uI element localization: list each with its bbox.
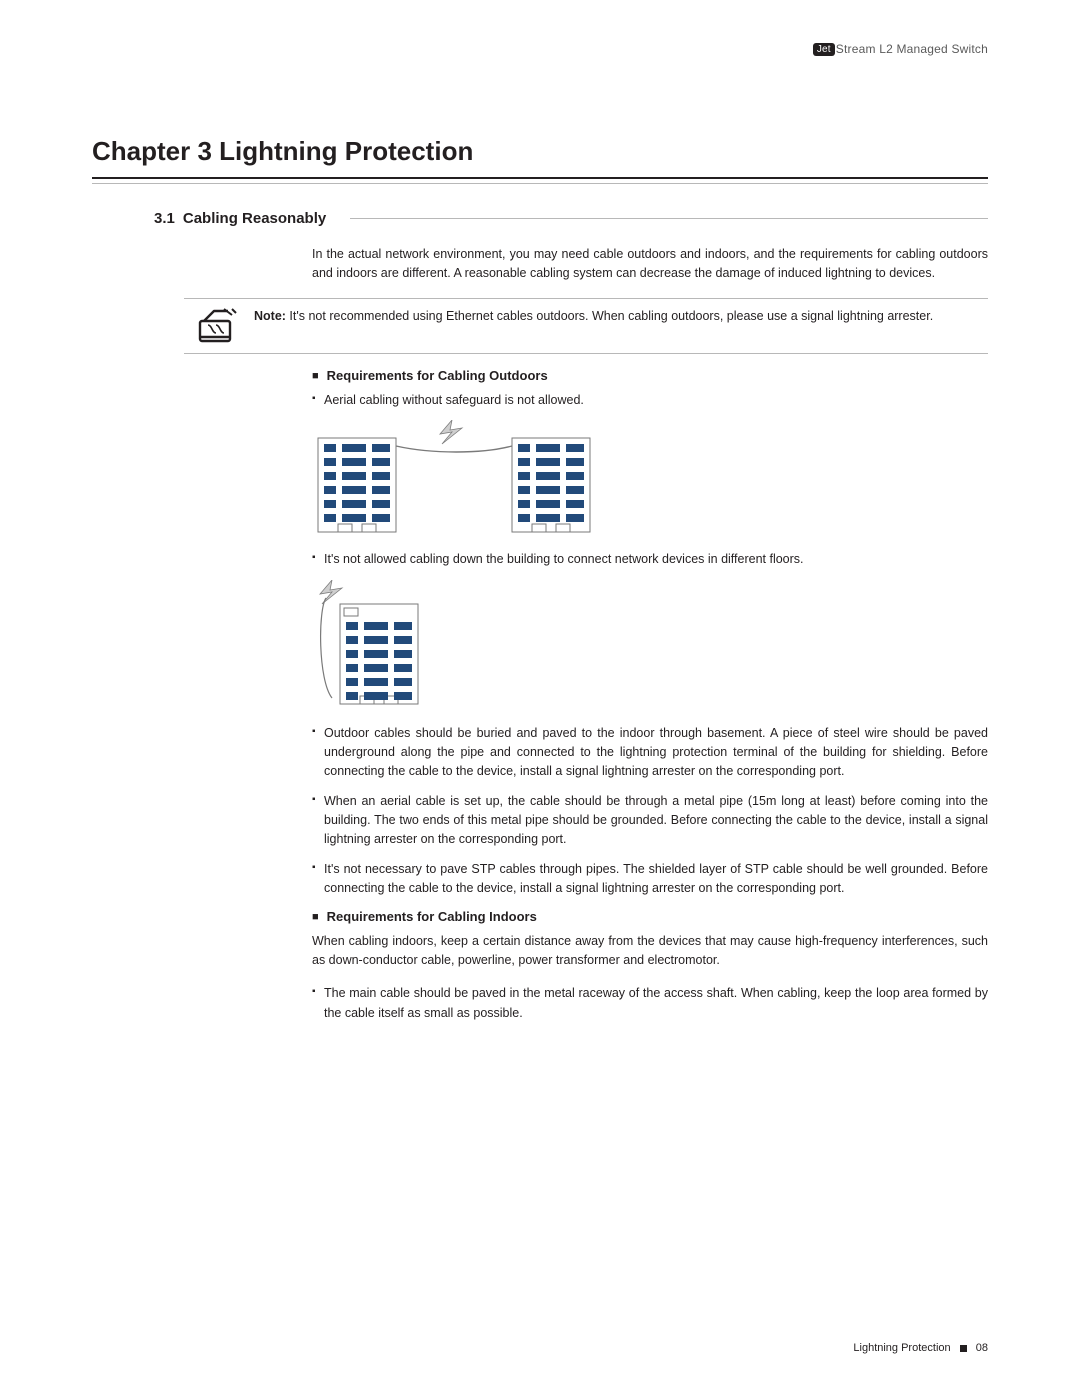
section-rule [350, 218, 988, 219]
note-icon [184, 307, 248, 345]
figure-aerial-cabling [312, 420, 988, 538]
figure-vertical-cabling [312, 580, 988, 712]
footer-page-number: 08 [976, 1342, 988, 1354]
outdoors-bullet-3: Outdoor cables should be buried and pave… [312, 724, 988, 782]
indoors-heading: Requirements for Cabling Indoors [312, 909, 988, 924]
footer-section: Lightning Protection [853, 1342, 950, 1354]
outdoors-heading: Requirements for Cabling Outdoors [312, 368, 988, 383]
chapter-rule-thin [92, 183, 988, 184]
note-text: Note: It's not recommended using Etherne… [248, 307, 988, 345]
note-body: It's not recommended using Ethernet cabl… [286, 309, 933, 323]
chapter-rule [92, 177, 988, 179]
brand-header: JetStream L2 Managed Switch [813, 42, 988, 56]
outdoors-bullet-2: It's not allowed cabling down the buildi… [312, 550, 988, 569]
note-label: Note: [254, 309, 286, 323]
brand-jet: Jet [813, 43, 835, 56]
outdoors-bullet-1: Aerial cabling without safeguard is not … [312, 391, 988, 410]
footer-square-icon [960, 1345, 967, 1352]
outdoors-bullet-4: When an aerial cable is set up, the cabl… [312, 792, 988, 850]
brand-tail: L2 Managed Switch [876, 42, 988, 56]
intro-paragraph: In the actual network environment, you m… [312, 245, 988, 284]
indoors-bullet-1: The main cable should be paved in the me… [312, 984, 988, 1023]
note-block: Note: It's not recommended using Etherne… [184, 298, 988, 354]
brand-stream: Stream [836, 42, 876, 56]
chapter-title: Chapter 3 Lightning Protection [92, 136, 988, 167]
page-footer: Lightning Protection 08 [853, 1342, 988, 1354]
indoors-paragraph: When cabling indoors, keep a certain dis… [312, 932, 988, 971]
section-title: Cabling Reasonably [183, 210, 326, 227]
outdoors-bullet-5: It's not necessary to pave STP cables th… [312, 860, 988, 899]
section-header: 3.1 Cabling Reasonably [154, 210, 988, 227]
section-number: 3.1 [154, 210, 175, 227]
